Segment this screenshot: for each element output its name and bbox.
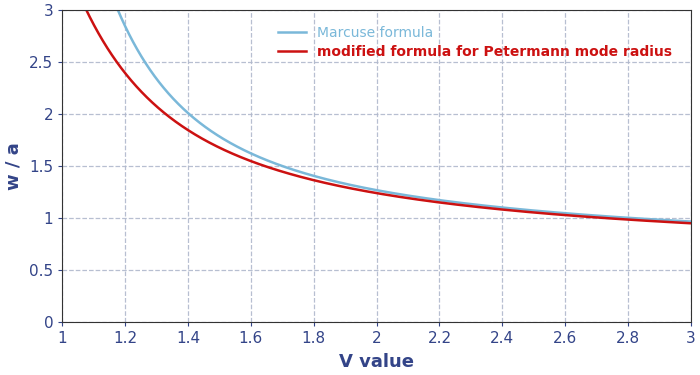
modified formula for Petermann mode radius [326, 182, 335, 186]
modified formula for Petermann mode radius [167, 116, 176, 121]
modified formula for Petermann mode radius [674, 220, 682, 225]
Marcuse formula [326, 178, 335, 183]
Marcuse formula [130, 42, 139, 46]
Marcuse formula [607, 214, 615, 219]
Marcuse formula [687, 219, 695, 224]
X-axis label: V value: V value [339, 353, 414, 371]
Line: modified formula for Petermann mode radius: modified formula for Petermann mode radi… [62, 0, 691, 223]
modified formula for Petermann mode radius [299, 176, 307, 180]
modified formula for Petermann mode radius [607, 216, 615, 221]
modified formula for Petermann mode radius [130, 82, 139, 86]
Marcuse formula [674, 219, 682, 223]
Marcuse formula [299, 171, 307, 175]
Y-axis label: w / a: w / a [4, 142, 22, 190]
modified formula for Petermann mode radius [687, 221, 695, 225]
Line: Marcuse formula: Marcuse formula [62, 0, 691, 222]
Marcuse formula [167, 94, 176, 99]
Legend: Marcuse formula, modified formula for Petermann mode radius: Marcuse formula, modified formula for Pe… [273, 20, 678, 65]
